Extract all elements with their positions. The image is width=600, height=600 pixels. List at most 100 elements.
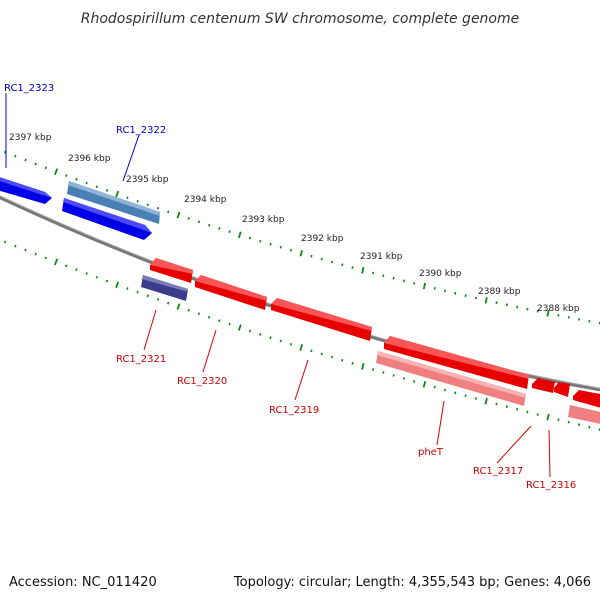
scale-label: 2390 kbp [419,269,462,279]
minor-tick [289,248,293,252]
minor-tick [95,275,98,279]
minor-tick [95,185,98,189]
minor-tick [24,248,27,252]
gene-feature[interactable] [554,382,570,397]
major-tick [361,363,365,370]
minor-tick [371,368,375,371]
scale-label: 2393 kbp [242,215,285,225]
gene-feature[interactable] [0,174,52,204]
minor-tick [526,307,529,311]
gene-feature[interactable] [532,378,555,393]
accession-text: Accession: NC_011420 [9,575,157,590]
minor-tick [392,374,395,377]
minor-tick [14,244,17,248]
major-tick [299,249,303,257]
scale-label: 2396 kbp [68,154,111,164]
gene-feature[interactable] [62,198,152,240]
minor-tick [474,397,477,400]
minor-tick [156,298,160,301]
minor-tick [228,322,231,326]
minor-tick [351,361,354,365]
gene-label[interactable]: RC1_2322 [116,125,166,136]
minor-tick [495,402,498,406]
scale-label: 2392 kbp [301,234,344,244]
label-callouts [5,93,551,478]
minor-tick [65,264,68,268]
minor-tick [567,420,570,424]
gene-label[interactable]: RC1_2321 [116,354,166,365]
minor-tick [75,177,78,181]
minor-tick [279,339,282,343]
minor-tick [65,174,68,177]
minor-tick [341,263,344,267]
gene-label[interactable]: pheT [418,447,444,458]
major-tick [238,231,242,239]
gene-label[interactable]: RC1_2323 [4,83,54,94]
minor-tick [44,256,48,260]
gene-label[interactable]: RC1_2317 [473,466,523,477]
minor-tick [433,287,436,290]
reverse-strand-genes [141,258,600,425]
scale-label: 2394 kbp [184,195,227,205]
gene-feature[interactable] [195,275,267,310]
major-tick [422,282,427,290]
gene-feature[interactable] [573,390,600,409]
minor-tick [187,217,190,220]
gene-feature[interactable] [568,405,600,425]
minor-tick [433,385,436,389]
gene-feature[interactable] [271,298,372,341]
minor-tick [474,296,477,300]
minor-tick [136,290,139,294]
minor-tick [259,239,262,243]
minor-tick [330,355,334,359]
gene-feature[interactable] [67,181,160,224]
map-title: Rhodospirillum centenum SW chromosome, c… [81,11,520,27]
minor-tick [351,266,354,269]
scale-label: 2395 kbp [126,175,169,185]
minor-tick [516,305,519,309]
outer-tick-ring [3,150,600,325]
minor-tick [330,260,334,264]
minor-tick [105,189,109,192]
minor-tick [341,358,344,362]
minor-tick [310,254,313,258]
minor-tick [24,158,27,162]
inner-tick-ring [3,240,600,431]
gene-feature[interactable] [384,336,529,389]
gene-feature[interactable] [376,351,526,406]
minor-tick [382,274,385,278]
minor-tick [85,181,88,185]
minor-tick [588,319,591,323]
genome-summary-text: Topology: circular; Length: 4,355,543 bp… [233,575,591,590]
minor-tick [34,252,37,256]
major-tick [115,190,120,198]
minor-tick [197,312,201,316]
minor-tick [187,308,190,312]
gene-feature[interactable] [150,258,193,283]
minor-tick [136,199,139,203]
rna-gene-feature[interactable] [141,275,188,301]
major-tick [54,258,59,266]
gene-label[interactable]: RC1_2316 [526,480,576,491]
minor-tick [34,162,37,166]
major-tick [176,211,181,219]
minor-tick [588,425,591,429]
minor-tick [146,203,149,207]
minor-tick [526,410,529,414]
major-tick [546,413,550,421]
scale-label: 2397 kbp [9,133,52,143]
minor-tick [310,349,313,353]
minor-tick [320,257,323,261]
minor-tick [44,166,48,170]
minor-tick [75,268,78,272]
minor-tick [126,287,129,290]
gene-label[interactable]: RC1_2319 [269,405,319,416]
minor-tick [516,407,519,411]
gene-label[interactable]: RC1_2320 [177,376,227,387]
minor-tick [156,206,160,210]
forward-strand-genes [0,174,160,240]
minor-tick [3,150,7,154]
scale-label: 2391 kbp [360,252,403,262]
major-tick [115,281,120,289]
minor-tick [413,379,416,383]
